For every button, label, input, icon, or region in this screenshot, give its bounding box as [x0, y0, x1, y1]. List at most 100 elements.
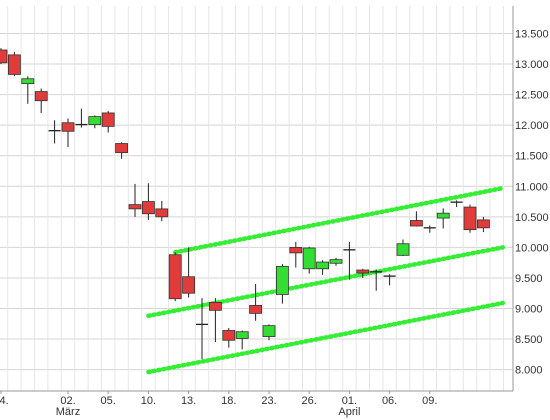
candle — [34, 88, 48, 113]
candle-body — [262, 325, 276, 338]
trend-channel-lines — [146, 185, 506, 375]
candle — [208, 298, 222, 343]
month-label: März — [56, 406, 80, 418]
candle — [61, 118, 75, 148]
candle-body — [208, 301, 222, 311]
candle — [21, 76, 35, 104]
y-tick-label: 8.500 — [515, 334, 543, 346]
candle-body — [128, 204, 142, 210]
candle — [289, 241, 303, 268]
candle — [0, 48, 8, 65]
candle-body — [34, 91, 48, 102]
candle — [141, 183, 155, 220]
candle-body — [316, 261, 330, 270]
candle-body — [155, 208, 169, 218]
x-tick-label: 01. — [342, 395, 357, 407]
candle-body — [222, 330, 236, 341]
candle-body — [61, 122, 75, 132]
candle — [155, 200, 169, 222]
candle — [302, 246, 316, 274]
candle — [115, 142, 128, 159]
x-tick-label: 18. — [221, 395, 236, 407]
candle — [409, 211, 423, 227]
candle — [450, 200, 463, 208]
candle — [168, 252, 182, 302]
y-tick-label: 10.000 — [515, 242, 549, 254]
candle-body — [329, 259, 343, 264]
x-tick-label: 10. — [141, 395, 156, 407]
candle — [101, 111, 115, 133]
candle — [463, 204, 477, 233]
y-axis: 13.500 13.000 12.500 12.000 11.500 11.000 10.5… — [512, 6, 549, 391]
candle-body — [249, 305, 263, 314]
candle — [249, 284, 263, 321]
candle — [436, 208, 450, 229]
candle — [222, 328, 236, 348]
candle-body — [115, 143, 128, 154]
y-tick-label: 12.500 — [515, 90, 549, 102]
x-axis: 24. 02. 05. 10. 13. 18. 23. 26. 01. 06. 09. März Apr… — [0, 390, 513, 418]
candle — [356, 268, 370, 278]
y-tick-label: 10.500 — [515, 212, 549, 224]
y-tick-label: 9.500 — [515, 273, 543, 285]
y-tick-label: 11.000 — [515, 181, 548, 193]
x-tick-label: 23. — [261, 395, 276, 407]
channel-line — [172, 185, 506, 255]
y-tick-label: 13.000 — [515, 59, 549, 71]
candle — [75, 108, 88, 128]
candle — [396, 239, 410, 256]
candle — [48, 120, 61, 144]
candle — [196, 298, 208, 360]
candle-body — [21, 78, 35, 85]
candles — [0, 48, 490, 360]
candle-body — [289, 246, 303, 254]
candle — [316, 260, 330, 275]
candle-body — [235, 331, 249, 339]
y-tick-label: 13.500 — [515, 29, 549, 41]
candle-body — [7, 54, 21, 75]
candle — [128, 183, 142, 217]
candle — [7, 51, 21, 77]
candle-body — [302, 247, 316, 270]
y-tick-label: 9.000 — [515, 304, 543, 316]
x-tick-label: 13. — [181, 395, 196, 407]
candle — [88, 115, 102, 129]
candle — [370, 269, 383, 291]
candle-body — [141, 201, 155, 215]
candle — [182, 247, 196, 298]
candle — [423, 225, 436, 233]
candle — [383, 274, 396, 286]
candle-body — [182, 276, 196, 294]
y-tick-label: 8.000 — [515, 365, 543, 377]
candle-body — [436, 212, 450, 219]
candle-body — [0, 49, 8, 64]
x-tick-label: 06. — [382, 395, 397, 407]
grid-lines — [0, 6, 513, 391]
y-tick-label: 12.000 — [515, 120, 549, 132]
x-tick-label: 26. — [302, 395, 317, 407]
candle-body — [101, 112, 115, 127]
channel-line — [146, 245, 506, 319]
candle-body — [396, 243, 410, 256]
candle — [235, 330, 249, 350]
x-tick-label: 05. — [101, 395, 116, 407]
y-tick-label: 11.500 — [515, 151, 548, 163]
candle — [329, 257, 343, 266]
candle-body — [409, 220, 423, 227]
x-tick-label: 09. — [422, 395, 437, 407]
candle-body — [463, 206, 477, 231]
candle-body — [88, 116, 102, 125]
candle-body — [168, 254, 182, 300]
candle-body — [476, 219, 490, 229]
x-tick-label: 02. — [60, 395, 75, 407]
candle-body — [356, 269, 370, 274]
candle — [275, 263, 289, 304]
x-tick-label: 24. — [0, 395, 9, 407]
candle — [476, 216, 490, 233]
candle-body — [275, 265, 289, 295]
candle — [343, 241, 356, 280]
channel-line — [146, 300, 506, 375]
month-label: April — [338, 406, 360, 418]
candle — [262, 324, 276, 341]
